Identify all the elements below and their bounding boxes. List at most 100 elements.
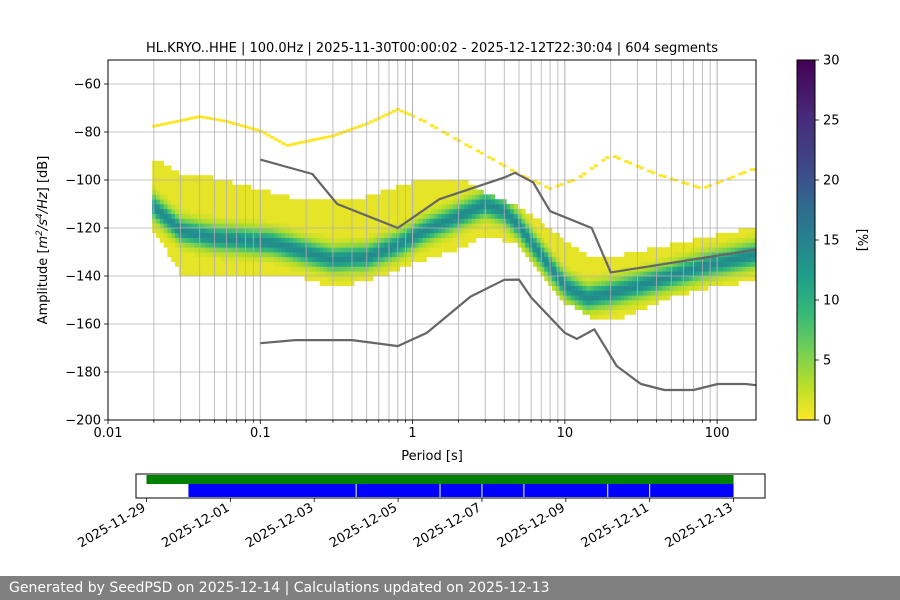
heat-cell [521,208,526,214]
heat-cell [228,218,233,224]
heat-cell [449,194,454,200]
heat-cell [490,157,496,161]
heat-cell [254,228,260,234]
heat-cell [372,223,378,229]
heat-cell [399,213,404,219]
heat-cell [312,271,317,277]
heat-cell [167,180,172,186]
heat-cell [365,228,370,234]
heat-cell [220,256,225,262]
heat-cell [696,242,701,248]
heat-cell [624,160,629,163]
heat-cell [194,115,199,119]
heat-cell [430,208,435,214]
heat-cell [175,228,180,234]
heat-cell [445,184,450,190]
heat-cell [437,223,442,229]
heat-cell [498,213,503,219]
heat-cell [605,300,610,306]
heat-cell [262,271,267,277]
heat-cell [315,237,321,243]
colorbar-tick-label: 5 [823,354,831,369]
heat-cell [190,247,195,253]
heat-cell [749,256,755,262]
heat-cell [323,242,328,248]
heat-cell [353,228,359,234]
heat-cell [353,266,359,272]
heat-cell [346,128,351,132]
heat-cell [334,242,340,248]
heat-cell [422,228,427,234]
heat-cell [266,261,271,267]
heat-cell [479,213,484,219]
heat-cell [685,247,690,253]
heat-cell [171,242,176,248]
heat-cell [220,213,225,219]
heat-cell [228,199,233,205]
heat-cell [175,232,180,238]
heat-cell [163,175,168,181]
heat-cell [346,252,351,258]
heat-cell [270,199,275,205]
heat-cell [719,247,724,253]
heat-cell [334,218,340,224]
heat-cell [239,194,244,200]
heat-cell [452,218,458,224]
heat-cell [300,140,305,144]
heat-cell [399,109,404,113]
heat-cell [422,194,427,200]
heat-cell [365,242,370,248]
heat-cell [319,199,324,205]
y-tick-label: −60 [74,78,101,93]
heat-cell [589,295,595,301]
heat-cell [186,204,191,210]
heat-cell [171,189,176,195]
heat-cell [609,280,614,286]
heat-cell [468,218,473,224]
heat-cell [182,256,187,262]
heat-cell [586,309,591,315]
heat-cell [513,223,519,229]
heat-cell [631,304,637,310]
heat-cell [273,218,279,224]
heat-cell [430,223,435,229]
heat-cell [715,280,720,286]
heat-cell [281,252,286,258]
heat-cell [220,223,225,229]
heat-cell [235,223,241,229]
heat-cell [449,232,454,238]
heat-cell [213,252,218,258]
heat-cell [677,252,682,258]
heat-cell [445,242,450,248]
heat-cell [315,271,321,277]
heat-cell [155,228,161,234]
heat-cell [544,276,549,282]
heat-cell [452,237,458,243]
heat-cell [163,122,168,126]
heat-cell [567,266,572,272]
heat-cell [715,261,720,267]
heat-cell [437,232,442,238]
heat-cell [182,194,187,200]
heat-cell [312,232,317,238]
heat-cell [308,204,313,210]
heat-cell [559,285,564,291]
heat-cell [685,276,690,282]
heat-cell [194,218,199,224]
heat-cell [232,218,237,224]
heat-cell [411,232,416,238]
heat-cell [628,256,633,262]
heat-cell [232,228,237,234]
heat-cell [194,194,199,200]
heat-cell [422,189,427,195]
heat-cell [152,160,157,166]
heat-cell [342,218,347,224]
heat-cell [612,266,618,272]
heat-cell [380,199,385,205]
heat-cell [563,276,568,282]
heat-cell [216,261,222,267]
heat-cell [384,199,389,205]
heat-cell [620,285,625,291]
heat-cell [262,252,267,258]
heat-cell [487,232,492,238]
